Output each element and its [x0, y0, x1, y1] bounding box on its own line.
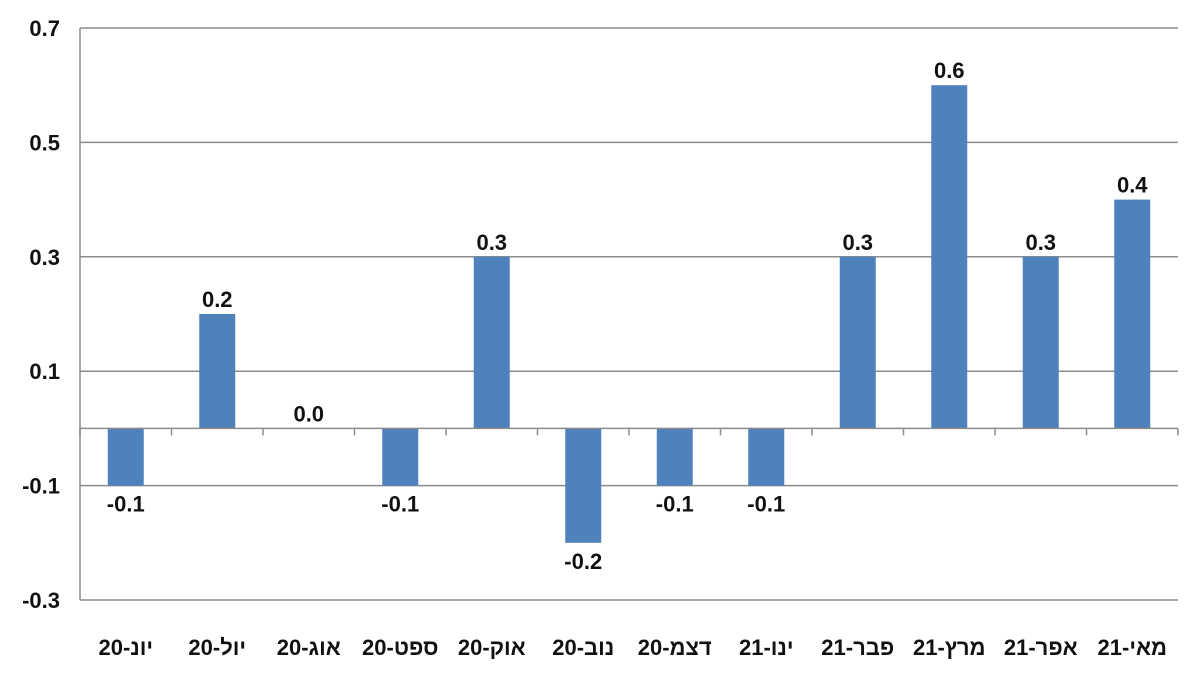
bar — [931, 85, 968, 429]
data-label: -0.1 — [381, 492, 419, 517]
y-tick-label: -0.1 — [22, 474, 60, 499]
bar — [107, 428, 144, 486]
bar — [473, 256, 510, 429]
x-tick-label: אפר-21 — [1004, 635, 1078, 660]
x-tick-label: יונ-20 — [98, 635, 153, 660]
x-tick-label: פבר-21 — [821, 635, 894, 660]
x-tick-label: דצמ-20 — [638, 635, 712, 660]
y-tick-label: -0.3 — [22, 588, 60, 613]
bar — [839, 256, 876, 429]
x-tick-label: אוג-20 — [277, 635, 341, 660]
data-label: 0.3 — [1025, 230, 1056, 255]
gridlines — [80, 27, 1178, 601]
data-label: -0.2 — [564, 549, 602, 574]
data-label: -0.1 — [747, 492, 785, 517]
data-label: 0.0 — [293, 401, 324, 426]
bar — [199, 314, 236, 429]
x-tick-label: נוב-20 — [552, 635, 614, 660]
data-label: 0.3 — [842, 230, 873, 255]
x-tick-label: מאי-21 — [1098, 635, 1167, 660]
x-tick-label: יול-20 — [188, 635, 246, 660]
data-label: 0.6 — [934, 58, 965, 83]
bar — [656, 428, 693, 486]
bar — [748, 428, 785, 486]
axes — [79, 28, 1179, 600]
y-tick-label: 0.7 — [29, 16, 60, 41]
data-label: -0.1 — [107, 492, 145, 517]
data-label: -0.1 — [656, 492, 694, 517]
bars — [107, 85, 1151, 543]
x-tick-label: מרץ-21 — [913, 635, 986, 660]
y-tick-label: 0.5 — [29, 130, 60, 155]
data-label: 0.3 — [476, 230, 507, 255]
data-label: 0.4 — [1117, 173, 1148, 198]
x-tick-label: ספט-20 — [362, 635, 438, 660]
bar — [1022, 256, 1059, 429]
y-tick-label: 0.3 — [29, 245, 60, 270]
data-label: 0.2 — [202, 287, 233, 312]
y-tick-label: 0.1 — [29, 359, 60, 384]
bar — [1114, 199, 1151, 429]
bar — [565, 428, 602, 543]
labels: 0.7 0.5 0.3 0.1 -0.1 -0.3 -0.1 יונ-20 0.2 יול-20 0… — [22, 16, 1167, 660]
bar — [382, 428, 419, 486]
x-tick-label: ינו-21 — [739, 635, 794, 660]
x-tick-label: אוק-20 — [458, 635, 526, 660]
